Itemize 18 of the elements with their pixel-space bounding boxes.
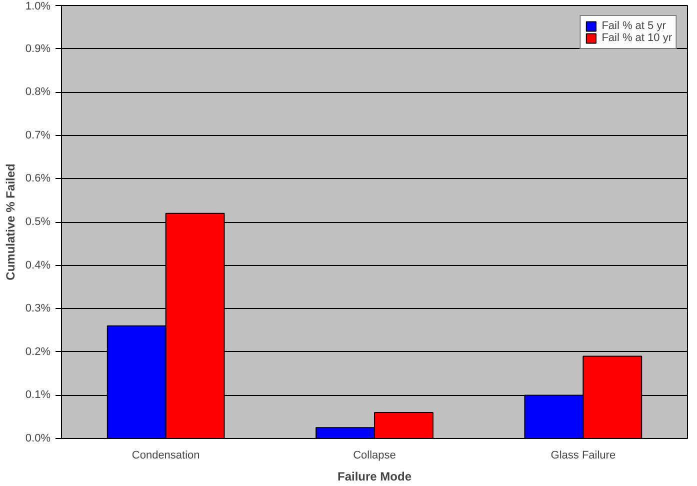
x-tick-label: Collapse <box>353 450 396 462</box>
x-axis-title: Failure Mode <box>337 470 412 484</box>
y-tick-label: 0.0% <box>25 432 51 444</box>
x-tick-label: Condensation <box>132 450 200 462</box>
y-tick-label: 0.9% <box>25 42 51 55</box>
y-axis-title: Cumulative % Failed <box>3 164 18 280</box>
y-tick-label: 0.7% <box>25 129 51 142</box>
y-tick-label: 0.6% <box>25 172 51 185</box>
legend-label: Fail % at 10 yr <box>602 32 672 44</box>
x-tick-label: Glass Failure <box>550 450 616 462</box>
y-tick-label: 0.1% <box>25 389 51 402</box>
y-tick-label: 0.3% <box>25 302 51 315</box>
y-tick-label: 0.8% <box>25 86 51 98</box>
y-tick-label: 1.0% <box>25 0 51 12</box>
legend-label: Fail % at 5 yr <box>602 20 666 32</box>
y-tick-label: 0.2% <box>25 346 51 358</box>
y-tick-label: 0.5% <box>25 216 51 228</box>
y-tick-label: 0.4% <box>25 259 51 272</box>
